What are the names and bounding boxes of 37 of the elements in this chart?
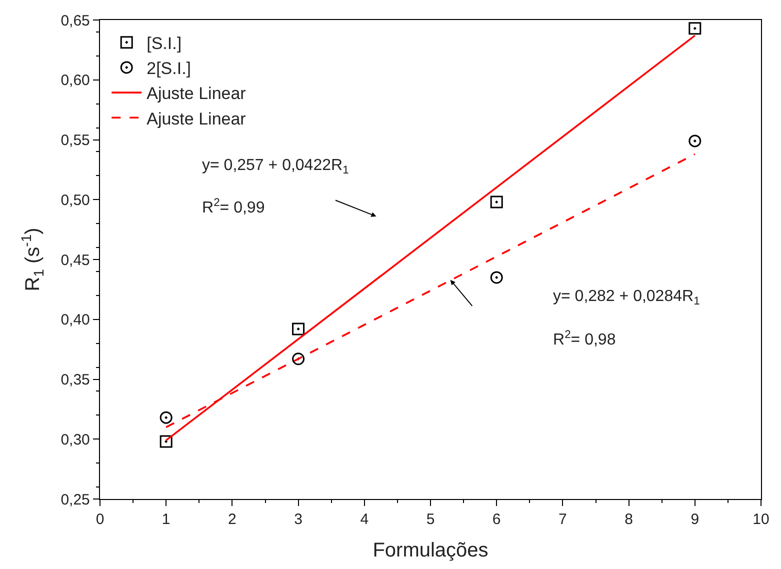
y-tick-label: 0,45: [60, 252, 90, 269]
x-tick-label: 1: [162, 511, 170, 528]
x-tick-label: 4: [360, 511, 369, 528]
annotation: R$^{2}$= 0,98: [553, 329, 616, 349]
x-tick-label: 8: [624, 511, 633, 528]
legend-label: 2[S.I.]: [146, 59, 192, 78]
legend-label: [S.I.]: [146, 34, 182, 53]
y-tick-label: 0,35: [60, 372, 90, 388]
x-tick-label: 6: [492, 511, 501, 528]
legend-label: Ajuste Linear: [146, 109, 246, 128]
point: [688, 22, 702, 35]
x-tick-label: 3: [294, 511, 302, 528]
y-tick-label: 0,50: [60, 192, 90, 209]
point: [160, 435, 172, 448]
point: [292, 322, 305, 336]
y-tick-label: 0,40: [60, 312, 90, 329]
legend-label: Ajuste Linear: [146, 84, 246, 104]
x-tick-label: 2: [228, 511, 236, 528]
annotation: y= 0,257 + 0,0422R$_{1}$: [202, 157, 349, 176]
annotation: y= 0,282 + 0,0284R$_{1}$: [553, 288, 700, 308]
annotation: R$^{2}$= 0,99: [202, 197, 265, 217]
x-tick-label: 5: [426, 511, 435, 528]
x-tick-label: 0: [96, 511, 104, 528]
y-tick-label: 0,65: [60, 12, 90, 30]
point: [292, 352, 305, 366]
x-tick-label: 9: [690, 511, 700, 528]
x-tick-label: 10: [752, 511, 770, 528]
y-tick-label: 0,55: [60, 132, 90, 149]
point: [490, 271, 503, 284]
point: [490, 196, 503, 208]
point: [160, 411, 172, 424]
point: [688, 134, 702, 148]
y-tick-label: 0,25: [60, 491, 90, 508]
y-tick-label: 0,30: [60, 431, 90, 448]
x-tick-label: 7: [558, 511, 567, 528]
x-axis-title: Formulações: [372, 540, 488, 562]
y-tick-label: 0,60: [60, 72, 90, 90]
